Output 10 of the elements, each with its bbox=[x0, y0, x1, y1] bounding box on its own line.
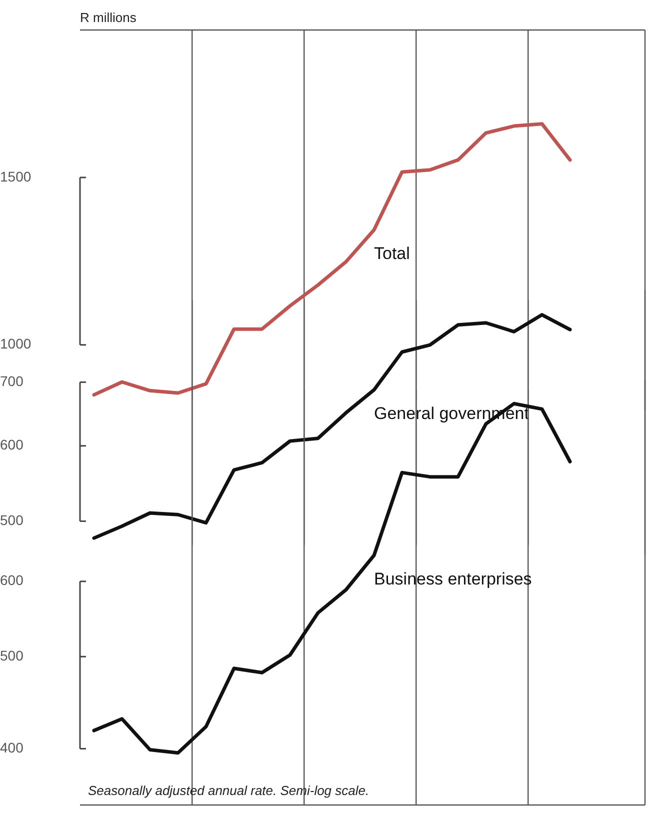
y-tick-label: 600 bbox=[0, 572, 24, 588]
y-tick-label: 1000 bbox=[0, 336, 32, 352]
y-tick-label: 400 bbox=[0, 740, 24, 756]
y-axis-title: R millions bbox=[80, 10, 137, 25]
series-label: Total bbox=[374, 244, 410, 264]
y-tick-label: 500 bbox=[0, 512, 24, 528]
y-tick-label: 600 bbox=[0, 436, 24, 453]
y-tick-label: 1500 bbox=[0, 168, 32, 184]
y-tick-label: 700 bbox=[0, 373, 24, 390]
y-tick-label: 500 bbox=[0, 647, 24, 664]
